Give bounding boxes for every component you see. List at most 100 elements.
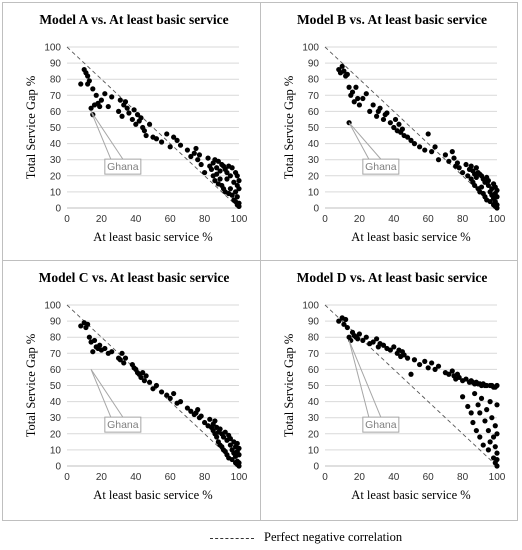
data-point: [349, 89, 356, 95]
y-tick-label: 30: [50, 413, 62, 424]
chart-title: Model C vs. At least basic service: [39, 270, 230, 285]
x-tick-label: 20: [96, 214, 108, 225]
y-tick-label: 50: [50, 123, 62, 134]
x-tick-label: 80: [457, 472, 469, 483]
x-tick-label: 100: [231, 214, 248, 225]
panel-divider-vertical: [260, 2, 261, 521]
data-point: [146, 379, 153, 385]
y-tick-label: 40: [50, 139, 62, 150]
data-point: [231, 179, 237, 185]
data-point: [341, 68, 347, 74]
data-point: [408, 137, 414, 143]
panel-divider-horizontal: [2, 260, 518, 261]
data-point: [177, 142, 184, 148]
x-tick-label: 60: [423, 214, 435, 225]
data-point: [492, 423, 498, 429]
data-point: [171, 134, 177, 140]
data-point: [105, 103, 111, 110]
y-tick-label: 10: [50, 445, 62, 456]
data-point: [134, 112, 141, 118]
y-tick-label: 20: [50, 171, 62, 182]
data-point: [184, 147, 190, 153]
data-point: [131, 107, 137, 113]
data-point: [205, 155, 211, 161]
data-point: [432, 366, 438, 372]
data-point: [355, 336, 361, 342]
data-point: [404, 134, 411, 140]
data-point: [490, 434, 497, 440]
reference-line: [324, 46, 498, 209]
data-point: [355, 95, 361, 102]
data-point: [377, 105, 383, 111]
data-point: [387, 347, 393, 353]
data-point: [212, 178, 218, 184]
data-point: [465, 173, 471, 179]
data-point: [143, 132, 149, 139]
x-tick-label: 100: [489, 214, 506, 225]
data-point: [463, 161, 469, 168]
data-point: [93, 92, 99, 98]
data-point: [401, 352, 407, 358]
data-point: [435, 157, 442, 163]
data-point: [102, 91, 108, 97]
data-point: [392, 116, 399, 123]
y-tick-label: 10: [308, 445, 320, 456]
y-tick-label: 0: [313, 462, 319, 473]
chart-title: Model B vs. At least basic service: [297, 12, 487, 27]
x-axis-title: At least basic service %: [351, 230, 470, 244]
data-point: [86, 334, 92, 340]
callout-label: Ghana: [365, 161, 397, 173]
callout-label: Ghana: [107, 419, 139, 431]
data-point: [164, 392, 170, 398]
x-tick-label: 60: [165, 214, 177, 225]
data-point: [177, 399, 184, 405]
x-axis-title: At least basic service %: [351, 488, 470, 502]
callout-leader-line: [90, 111, 124, 160]
scatter-chart: Model A vs. At least basic service 0 10 20 3…: [24, 12, 248, 244]
data-point: [494, 431, 500, 437]
reference-line: [66, 304, 240, 467]
data-point: [109, 349, 115, 355]
data-point: [494, 450, 500, 456]
data-point: [472, 390, 478, 397]
x-tick-label: 20: [96, 472, 108, 483]
data-point: [370, 339, 376, 345]
data-point: [217, 176, 223, 182]
data-point: [191, 150, 197, 156]
data-point: [171, 390, 177, 397]
data-point: [487, 439, 493, 445]
data-point: [454, 160, 461, 166]
data-point: [236, 178, 242, 184]
data-point: [224, 169, 230, 176]
data-point: [140, 370, 146, 376]
y-axis-title: Total Service Gap %: [24, 76, 38, 180]
x-tick-label: 100: [489, 472, 506, 483]
data-point: [90, 349, 96, 355]
data-point: [236, 200, 242, 206]
data-point: [164, 131, 170, 137]
data-point: [492, 444, 498, 450]
data-point: [227, 436, 233, 442]
callout-label: Ghana: [107, 161, 139, 173]
x-tick-label: 0: [322, 472, 328, 483]
reference-line: [66, 46, 240, 209]
data-point: [449, 149, 455, 155]
data-point: [344, 324, 350, 331]
y-tick-label: 40: [308, 139, 320, 150]
data-point: [122, 99, 129, 105]
data-point: [236, 445, 242, 451]
x-tick-label: 40: [388, 214, 400, 225]
data-point: [478, 395, 485, 401]
data-point: [227, 186, 233, 192]
data-point: [482, 418, 488, 424]
data-point: [449, 368, 455, 374]
data-point: [399, 126, 405, 132]
y-tick-label: 0: [313, 204, 319, 215]
data-point: [425, 365, 431, 371]
data-point: [429, 360, 435, 366]
data-point: [480, 442, 486, 448]
data-point: [78, 81, 84, 87]
data-point: [489, 415, 495, 421]
data-point: [485, 178, 491, 184]
data-point: [477, 410, 483, 416]
